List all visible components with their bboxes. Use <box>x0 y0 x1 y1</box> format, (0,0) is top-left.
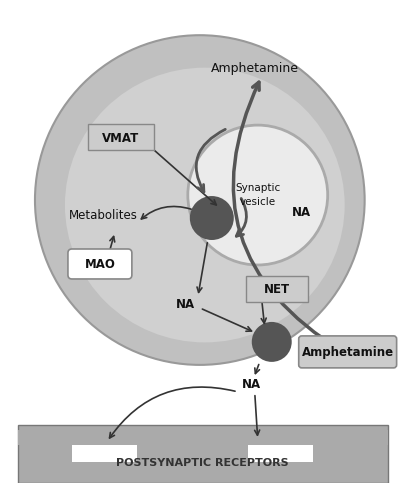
FancyBboxPatch shape <box>88 124 153 150</box>
Text: VMAT: VMAT <box>102 131 139 144</box>
Text: Amphetamine: Amphetamine <box>210 62 298 75</box>
FancyBboxPatch shape <box>68 249 132 279</box>
FancyBboxPatch shape <box>245 276 307 302</box>
Ellipse shape <box>65 68 344 342</box>
Circle shape <box>251 322 291 362</box>
Bar <box>72 430 136 462</box>
Text: NA: NA <box>242 378 261 391</box>
Bar <box>18 425 387 483</box>
Text: Metabolites: Metabolites <box>68 209 137 222</box>
Text: vesicle: vesicle <box>239 197 275 207</box>
Ellipse shape <box>35 35 364 365</box>
Bar <box>18 430 387 445</box>
Text: POSTSYNAPTIC RECEPTORS: POSTSYNAPTIC RECEPTORS <box>116 458 288 468</box>
Circle shape <box>188 125 327 265</box>
Text: NET: NET <box>263 284 289 297</box>
Circle shape <box>190 196 233 240</box>
Text: Amphetamine: Amphetamine <box>301 346 393 359</box>
Text: MAO: MAO <box>84 258 115 271</box>
Text: NA: NA <box>176 298 195 312</box>
FancyBboxPatch shape <box>298 336 396 368</box>
Text: Synaptic: Synaptic <box>234 183 280 193</box>
Bar <box>247 430 312 462</box>
Text: NA: NA <box>292 206 311 218</box>
